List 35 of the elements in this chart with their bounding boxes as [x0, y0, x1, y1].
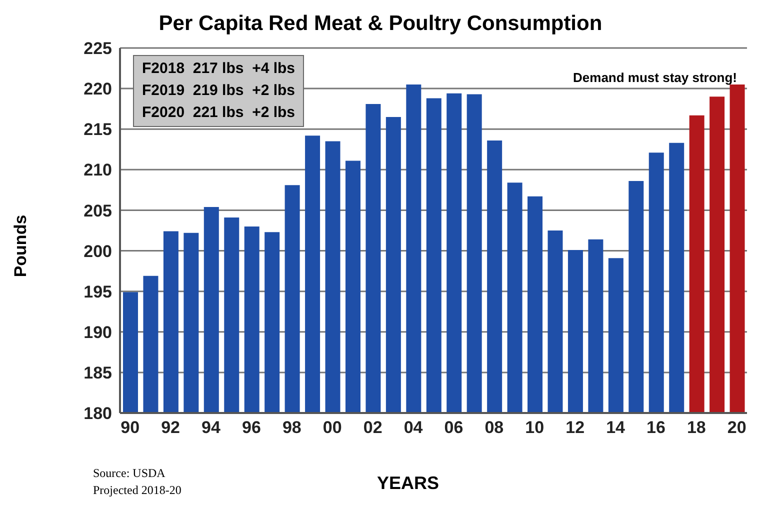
- y-tick-label: 215: [84, 120, 112, 140]
- y-axis-title: Pounds: [11, 214, 31, 277]
- source-note: Source: USDA: [93, 465, 166, 482]
- annotation: F2019 219 lbs +2 lbs: [142, 81, 296, 101]
- annotation: F2018 217 lbs +4 lbs: [142, 59, 296, 79]
- y-tick-label: 180: [84, 404, 112, 424]
- y-tick-label: 210: [84, 160, 112, 180]
- x-tick-label: 10: [525, 418, 544, 438]
- x-tick-label: 92: [161, 418, 180, 438]
- y-tick-label: 185: [84, 363, 112, 382]
- y-tick-label: 195: [84, 282, 112, 302]
- x-tick-label: 20: [727, 418, 746, 438]
- x-tick-label: 04: [404, 418, 424, 438]
- x-tick-label: 14: [606, 418, 626, 438]
- x-tick-label: 00: [322, 418, 342, 438]
- y-tick-label: 225: [84, 39, 112, 58]
- x-tick-label: 90: [120, 418, 140, 438]
- x-tick-label: 02: [363, 418, 382, 438]
- x-tick-label: 06: [444, 418, 464, 438]
- x-tick-label: 98: [282, 418, 302, 438]
- annotation: F2020 221 lbs +2 lbs: [142, 103, 296, 123]
- text: Projected 2018-20: [93, 482, 182, 499]
- y-tick-label: 205: [84, 201, 112, 220]
- x-axis-title: YEARS: [376, 473, 440, 494]
- x-tick-label: 12: [566, 418, 585, 438]
- y-tick-label: 200: [84, 242, 112, 261]
- x-tick-label: 96: [242, 418, 261, 438]
- x-tick-label: 08: [484, 418, 504, 438]
- x-tick-label: 18: [686, 418, 706, 438]
- y-tick-label: 190: [84, 322, 112, 342]
- x-tick-label: 16: [646, 418, 666, 438]
- chart-title: Per Capita Red Meat & Poultry Consumption: [158, 12, 604, 36]
- x-tick-label: 94: [202, 418, 222, 438]
- annotation: Demand must stay strong!: [573, 70, 737, 85]
- y-tick-label: 220: [84, 80, 112, 99]
